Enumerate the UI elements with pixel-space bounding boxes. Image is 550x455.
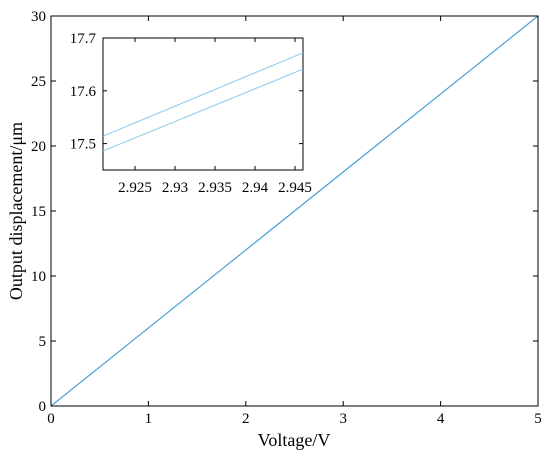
inset-y-tick-label: 17.6	[70, 84, 97, 100]
x-tick-label: 4	[437, 411, 445, 427]
inset-frame	[102, 37, 304, 171]
y-tick-label: 15	[31, 204, 46, 220]
y-tick-label: 30	[31, 9, 46, 25]
x-tick-label: 5	[534, 411, 542, 427]
inset-x-tick-label: 2.925	[118, 180, 152, 196]
inset-y-tick-label: 17.7	[70, 31, 97, 47]
x-tick-label: 0	[47, 411, 55, 427]
series-line-1	[50, 15, 539, 407]
x-tick-label: 3	[339, 411, 347, 427]
inset-y-tick-label: 17.5	[70, 137, 96, 153]
y-tick-label: 5	[39, 334, 47, 350]
x-tick-label: 2	[242, 411, 250, 427]
x-tick-label: 1	[145, 411, 153, 427]
inset-series-line-2	[102, 68, 304, 152]
y-tick-label: 25	[31, 74, 46, 90]
inset-plot: 2.925 2.93 2.935 2.94 2.945 17.5 17.6 17.7	[70, 31, 312, 196]
y-tick-label: 10	[31, 269, 46, 285]
y-tick-label: 0	[39, 399, 47, 415]
y-axis-title: Output displacement/μm	[6, 122, 26, 300]
y-tick-label: 20	[31, 139, 46, 155]
inset-x-tick-label: 2.94	[242, 180, 269, 196]
inset-series-line-1	[102, 52, 304, 137]
inset-x-tick-label: 2.945	[278, 180, 312, 196]
inset-x-tick-label: 2.935	[198, 180, 232, 196]
x-axis-title: Voltage/V	[258, 430, 331, 450]
inset-x-tick-label: 2.93	[162, 180, 188, 196]
